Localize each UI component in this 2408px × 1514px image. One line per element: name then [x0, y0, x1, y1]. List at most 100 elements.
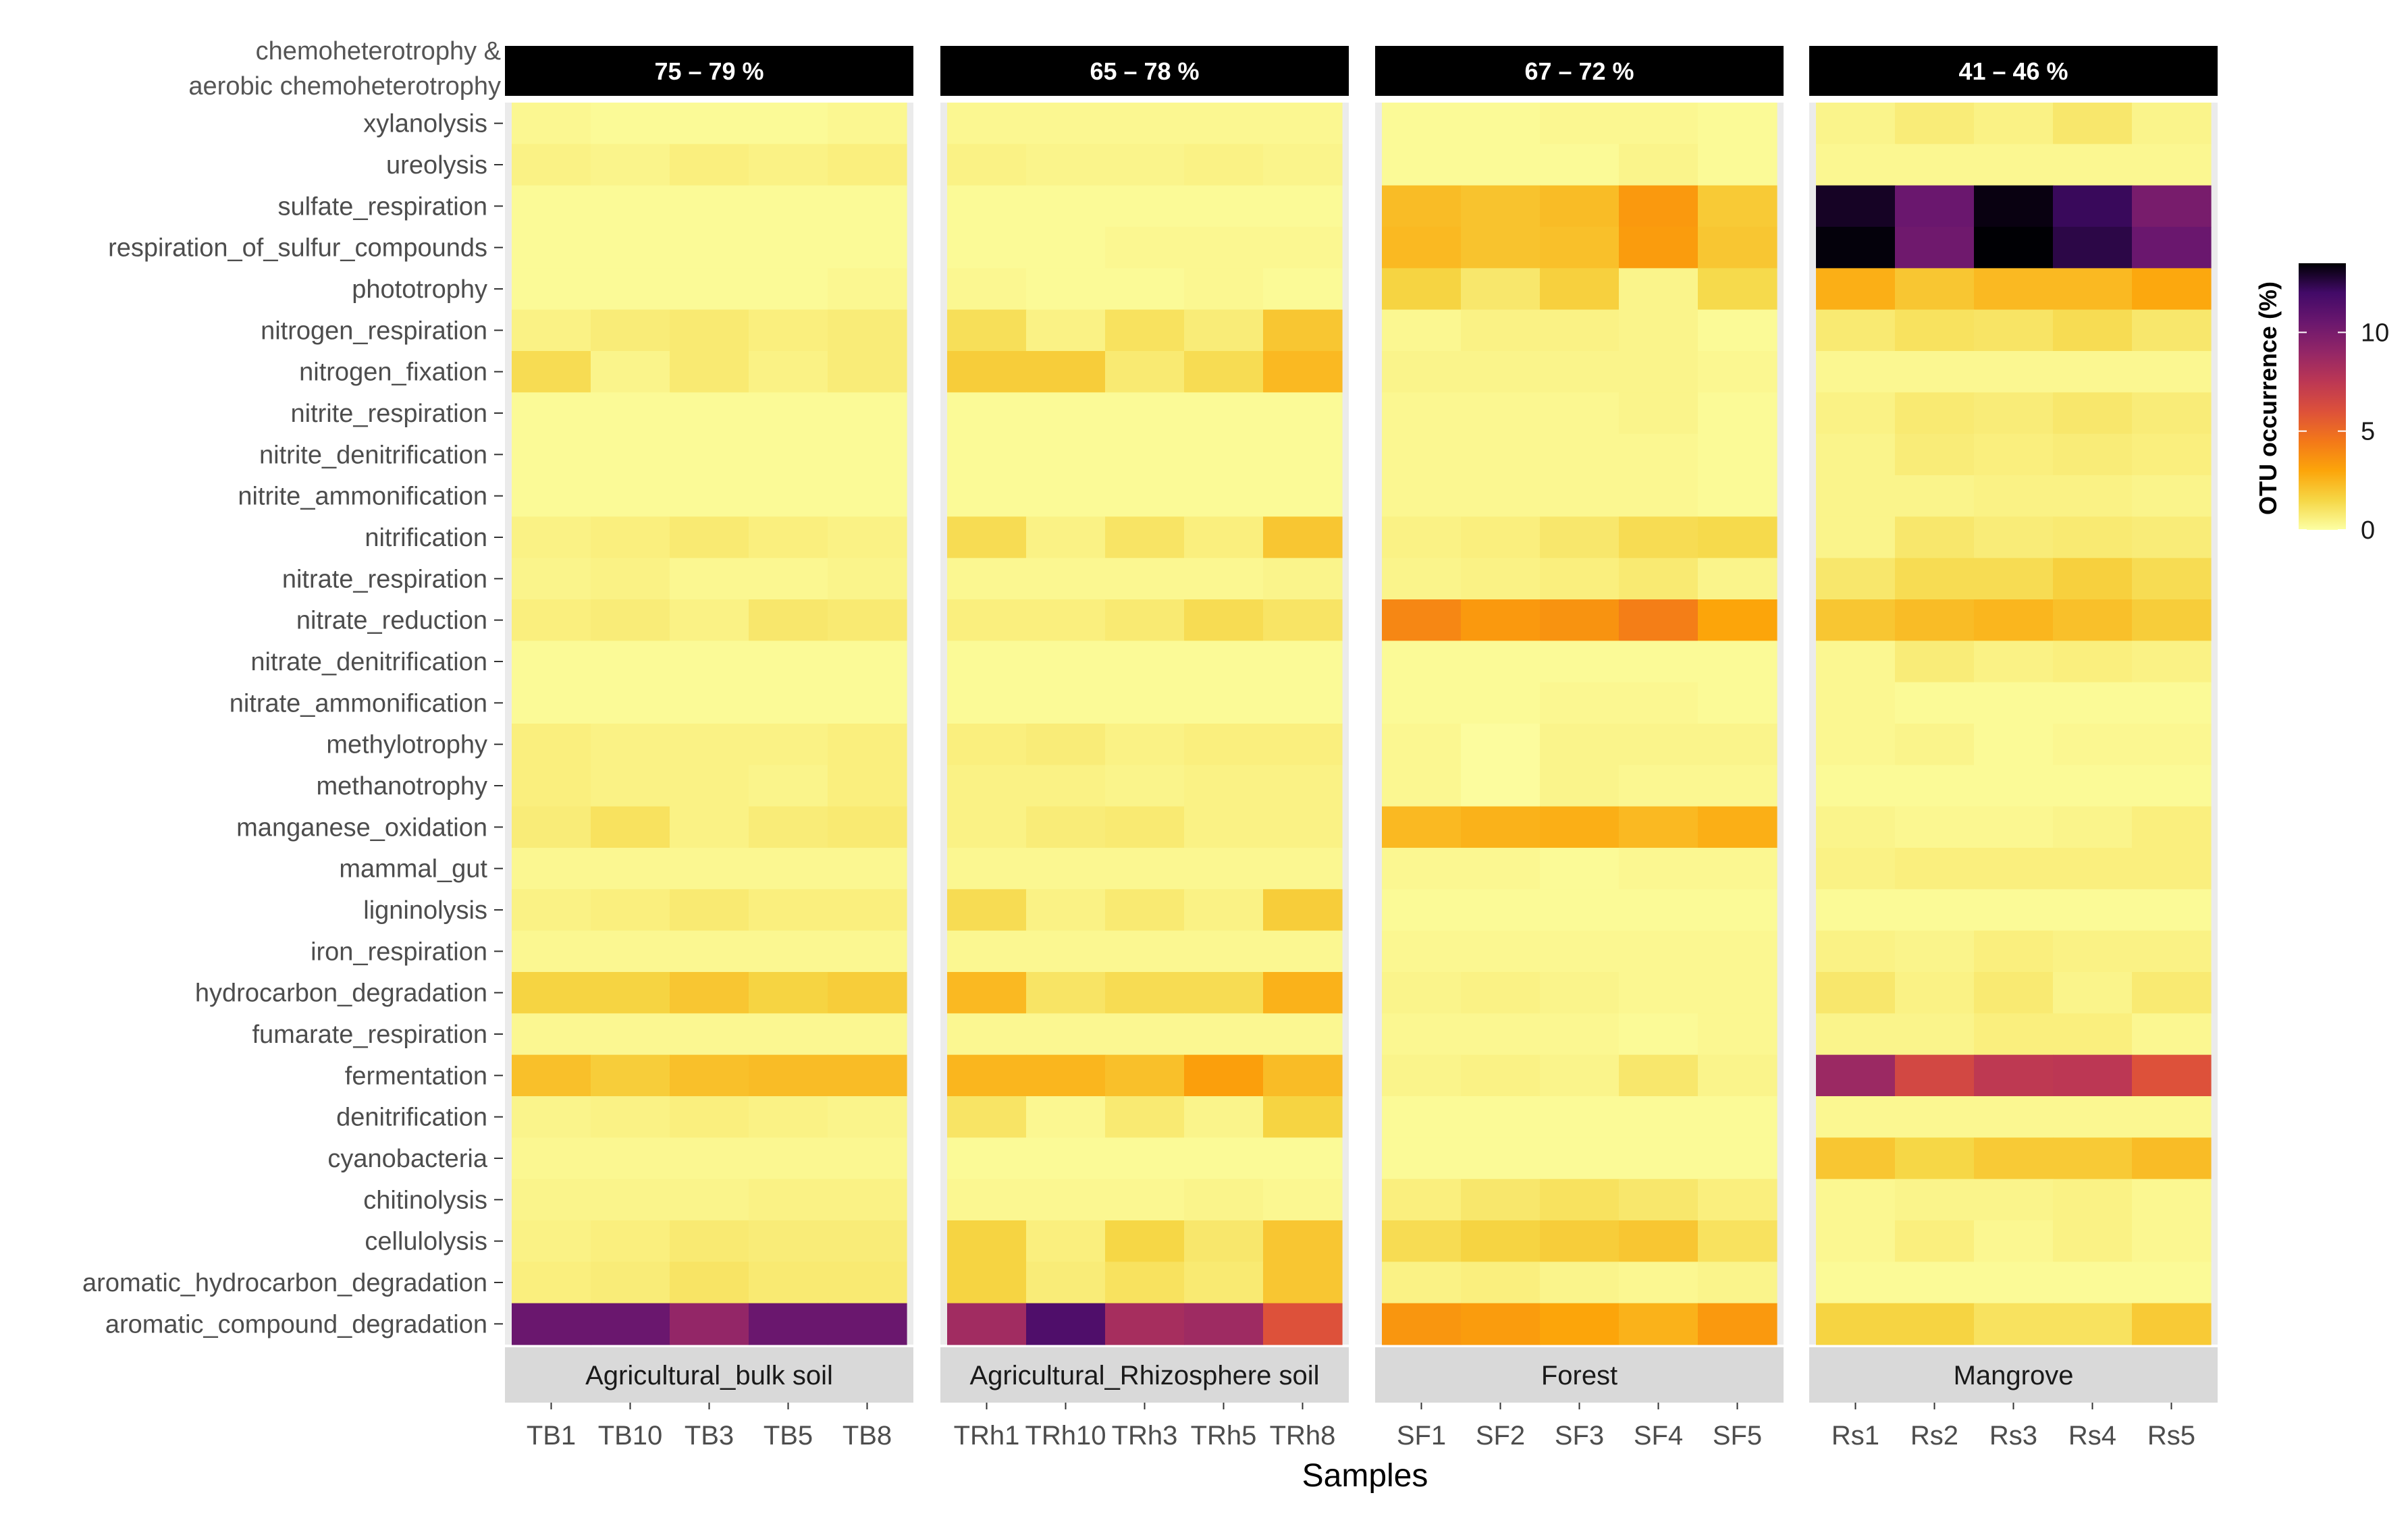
heat-cell	[1816, 351, 1896, 393]
heat-cell	[1974, 1054, 2054, 1097]
heat-cell	[1895, 930, 1975, 973]
heat-cell	[1461, 309, 1541, 352]
heat-cell	[1698, 724, 1777, 765]
heat-cell	[2053, 185, 2133, 227]
heat-cell	[2132, 1096, 2212, 1138]
heat-cell	[1026, 144, 1106, 186]
heat-cell	[1974, 433, 2054, 476]
x-tick-label: SF5	[1713, 1421, 1762, 1451]
y-tick-label: cyanobacteria	[327, 1145, 487, 1173]
heat-cell	[828, 1013, 907, 1056]
panel-Forest: 67 – 72 % Forest	[1375, 46, 1784, 1403]
heat-cell	[1026, 682, 1106, 724]
heat-cell	[1263, 889, 1343, 931]
heat-cell	[1895, 558, 1975, 600]
heat-cell	[947, 351, 1027, 393]
heat-cell	[1619, 972, 1698, 1014]
heat-cell	[1184, 1179, 1264, 1221]
y-tick-label: methylotrophy	[326, 731, 487, 759]
heat-cell	[1461, 1137, 1541, 1180]
heat-cell	[1105, 1013, 1185, 1056]
heat-cell	[1698, 103, 1777, 144]
heat-cell	[670, 682, 749, 724]
heat-cell	[1540, 1013, 1620, 1056]
heat-cell	[1382, 1013, 1462, 1056]
heat-cell	[670, 351, 749, 393]
heat-cell	[1698, 475, 1777, 517]
heat-cell	[1263, 185, 1343, 227]
heat-cell	[2053, 599, 2133, 641]
x-tick-label: Rs2	[1910, 1421, 1958, 1451]
heat-cell	[828, 1220, 907, 1262]
x-axis-title: Samples	[1302, 1458, 1428, 1494]
heat-cell	[1105, 144, 1185, 186]
heat-cell	[1184, 558, 1264, 600]
heat-cell	[2053, 641, 2133, 683]
heat-cell	[1263, 144, 1343, 186]
heat-cell	[512, 516, 591, 559]
heat-cell	[1184, 144, 1264, 186]
heat-cell	[2053, 806, 2133, 848]
heat-cell	[591, 1179, 670, 1221]
y-tick-label: nitrate_respiration	[282, 565, 487, 593]
heat-cell	[1105, 1303, 1185, 1345]
heat-cell	[670, 1013, 749, 1056]
heat-cell	[1895, 144, 1975, 186]
x-tick-label: TB10	[598, 1421, 663, 1451]
heat-cell	[512, 433, 591, 476]
heat-cell	[1619, 682, 1698, 724]
heat-cell	[1895, 1179, 1975, 1221]
heat-cell	[2053, 1179, 2133, 1221]
heat-cell	[591, 641, 670, 683]
heat-cell	[2132, 103, 2212, 144]
heat-cell	[749, 641, 828, 683]
heat-cell	[1619, 848, 1698, 890]
heat-cell	[1816, 268, 1896, 310]
heat-cell	[2053, 1096, 2133, 1138]
heat-cell	[1105, 433, 1185, 476]
heat-cell	[828, 1137, 907, 1180]
heat-cell	[1974, 268, 2054, 310]
panel-Mangrove: 41 – 46 % Mangrove	[1809, 46, 2218, 1403]
colorbar	[2299, 263, 2346, 530]
heat-cell	[1461, 1303, 1541, 1345]
heat-cell	[1895, 392, 1975, 435]
heat-cell	[1540, 144, 1620, 186]
heat-cell	[1619, 765, 1698, 807]
heat-cell	[828, 806, 907, 848]
heat-cell	[1816, 103, 1896, 144]
heat-cell	[1540, 1220, 1620, 1262]
legend-title: OTU occurrence (%)	[2254, 281, 2282, 515]
heat-cell	[1184, 806, 1264, 848]
heat-cell	[1895, 103, 1975, 144]
heat-cell	[670, 641, 749, 683]
heat-cell	[1026, 806, 1106, 848]
heat-cell	[1698, 351, 1777, 393]
heat-cell	[947, 268, 1027, 310]
heat-cell	[1184, 185, 1264, 227]
y-tick-label: respiration_of_sulfur_compounds	[108, 234, 487, 263]
heat-cell	[2132, 1137, 2212, 1180]
heat-cell	[1263, 806, 1343, 848]
heat-cell	[591, 1013, 670, 1056]
heat-cell	[1619, 103, 1698, 144]
heat-cell	[2132, 972, 2212, 1014]
heat-cell	[591, 309, 670, 352]
heat-cell	[749, 1054, 828, 1097]
x-tick-label: TRh3	[1112, 1421, 1178, 1451]
heat-cell	[1263, 227, 1343, 269]
heat-cell	[1619, 1220, 1698, 1262]
heat-cell	[1382, 889, 1462, 931]
heat-cell	[2132, 227, 2212, 269]
heat-cell	[670, 1262, 749, 1304]
heat-cell	[512, 558, 591, 600]
heat-cell	[1540, 103, 1620, 144]
heat-cell	[1974, 1303, 2054, 1345]
heat-cell	[512, 806, 591, 848]
heat-cell	[1184, 1054, 1264, 1097]
heat-cell	[1974, 765, 2054, 807]
heat-cell	[749, 1303, 828, 1345]
heat-cell	[512, 227, 591, 269]
heat-cell	[2053, 1303, 2133, 1345]
